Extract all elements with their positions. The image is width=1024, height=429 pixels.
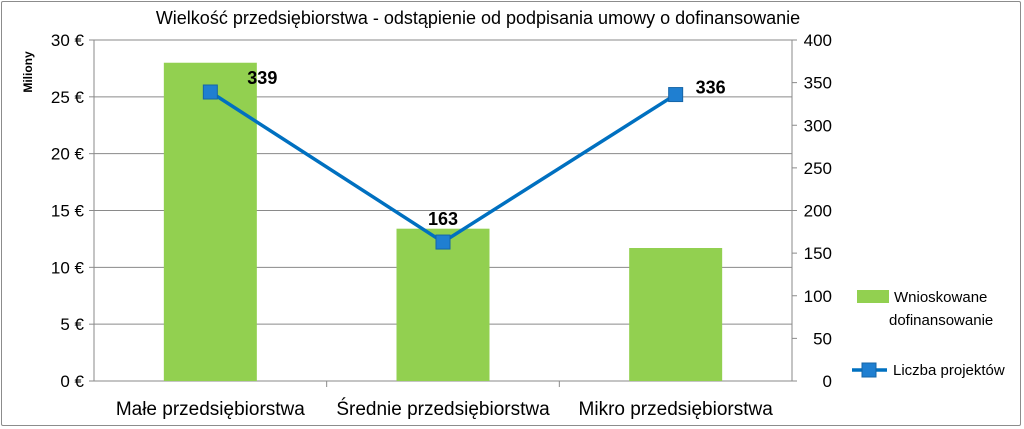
category-label: Małe przedsiębiorstwa xyxy=(116,399,305,420)
right-tick-label: 0 xyxy=(823,372,832,391)
line-point xyxy=(202,84,218,100)
right-tick-label: 350 xyxy=(804,74,832,93)
bar xyxy=(629,248,723,381)
bar xyxy=(396,228,490,381)
category-label: Mikro przedsiębiorstwa xyxy=(579,399,774,420)
right-tick-label: 50 xyxy=(813,329,832,348)
legend: Wnioskowane dofinansowanie Liczba projektó… xyxy=(852,289,1005,379)
right-tick-label: 150 xyxy=(804,244,832,263)
line-point xyxy=(668,87,684,103)
category-label: Średnie przedsiębiorstwa xyxy=(336,398,550,420)
right-tick-label: 300 xyxy=(804,116,832,135)
left-tick-label: 15 € xyxy=(51,202,85,221)
data-label: 336 xyxy=(696,78,726,98)
axis-labels: 0 € 5 € 10 € 15 € 20 € 25 € 30 € 0 50 100 150 200 25… xyxy=(51,31,832,420)
legend-label-line: Liczba projektów xyxy=(893,362,1005,379)
line-series: 339 163 336 xyxy=(202,68,726,250)
left-tick-label: 0 € xyxy=(60,372,84,391)
chart-title: Wielkość przedsiębiorstwa - odstąpienie … xyxy=(156,8,800,28)
legend-label-bar-line2: dofinansowanie xyxy=(889,312,993,329)
right-tick-label: 400 xyxy=(804,31,832,50)
legend-swatch-bar xyxy=(857,290,889,303)
data-label: 163 xyxy=(428,209,458,229)
left-tick-label: 30 € xyxy=(51,31,85,50)
left-tick-label: 25 € xyxy=(51,88,85,107)
left-tick-label: 5 € xyxy=(60,315,84,334)
right-tick-label: 100 xyxy=(804,287,832,306)
line-point xyxy=(435,234,451,250)
left-tick-label: 20 € xyxy=(51,145,85,164)
y-axis-label: Miliony xyxy=(21,51,35,93)
right-tick-label: 250 xyxy=(804,159,832,178)
bar xyxy=(163,62,257,381)
legend-marker-swatch xyxy=(861,362,877,378)
legend-label-bar: Wnioskowane xyxy=(894,289,987,306)
data-label: 339 xyxy=(247,68,277,88)
right-tick-label: 200 xyxy=(804,202,832,221)
bar-series xyxy=(163,62,723,381)
left-tick-label: 10 € xyxy=(51,258,85,277)
